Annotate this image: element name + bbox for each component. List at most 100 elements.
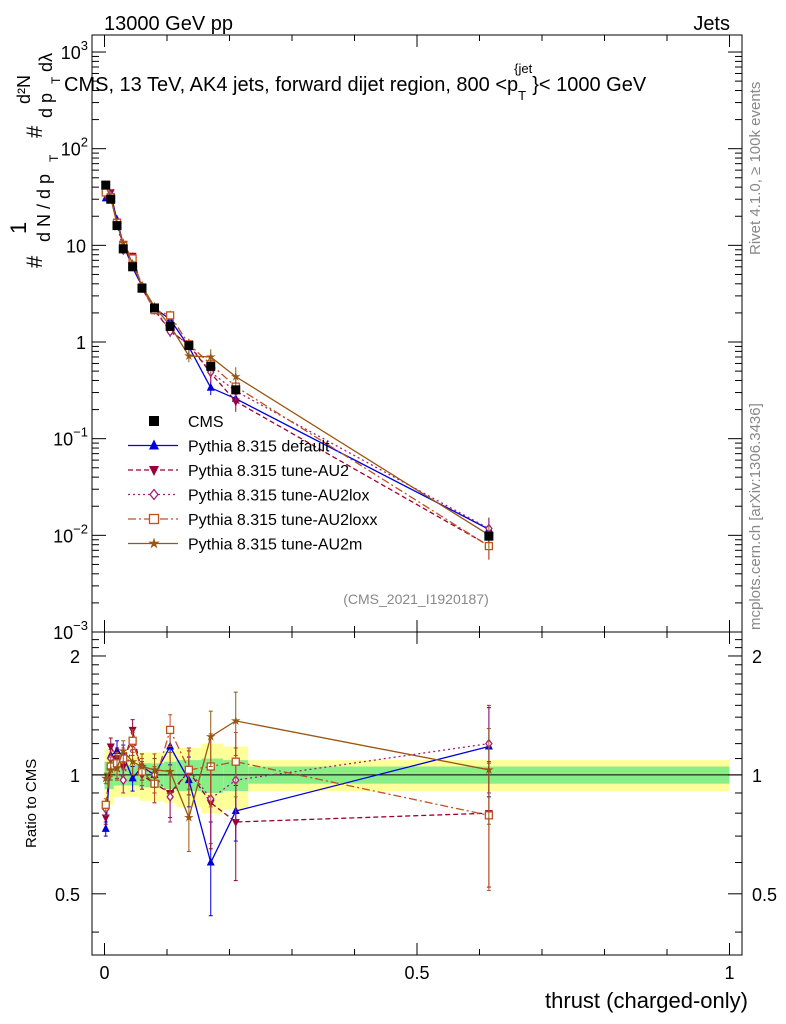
y-label-one: 1: [6, 222, 31, 234]
series-point-4: [231, 371, 241, 381]
ratio-y-tick-label-right: 0.5: [752, 885, 777, 905]
x-tick-label: 0.5: [404, 963, 429, 983]
y-label-tsub: T: [47, 154, 61, 162]
ratio-point-0: [101, 823, 110, 832]
ratio-point-3: [184, 765, 194, 774]
legend-label-2: Pythia 8.315 tune-AU2lox: [188, 488, 369, 505]
ratio-panel: 0 0.5 1 0.5 0.5 1 1 2 2: [55, 631, 777, 983]
legend-marker-data: [149, 416, 159, 426]
plot-title-end: }< 1000 GeV: [532, 74, 647, 96]
data-point: [184, 341, 194, 351]
ratio-point-1: [101, 814, 110, 823]
main-panel: 10−3 10−2 10−1 1 10 102 103: [53, 34, 743, 643]
ratio-point-4: [149, 764, 160, 774]
ratio-y-tick-label-right: 2: [752, 647, 762, 667]
ratio-point-4: [106, 764, 116, 774]
ratio-point-4: [484, 764, 494, 774]
ratio-y-tick-label-right: 1: [752, 766, 762, 786]
y-label-dl: dλ: [36, 53, 56, 72]
data-point: [118, 244, 128, 254]
data-point: [150, 303, 159, 313]
ratio-point-4: [165, 766, 175, 776]
series-point-4: [184, 350, 194, 360]
ratio-line-2: [105, 741, 489, 810]
series-point-4: [206, 352, 216, 361]
y-tick-label: 10−2: [53, 521, 88, 546]
ratio-y-tick-label: 1: [70, 766, 80, 786]
data-point: [128, 262, 138, 272]
legend-label-3: Pythia 8.315 tune-AU2loxx: [188, 512, 377, 529]
ratio-point-0: [206, 857, 215, 866]
analysis-watermark: (CMS_2021_I1920187): [343, 591, 489, 607]
y-axis-label: # 1 d N / d p T # d²N d p T dλ: [6, 53, 63, 268]
plot-title-sub: T: [518, 88, 526, 103]
data-point: [206, 361, 216, 371]
series-point-1: [231, 398, 240, 407]
legend-label-4: Pythia 8.315 tune-AU2m: [188, 537, 362, 554]
y-tick-label: 10: [66, 236, 86, 256]
y-label-d2n: d²N: [14, 75, 34, 104]
data-point: [106, 194, 116, 204]
legend-marker-4: [148, 537, 160, 549]
data-point: [137, 283, 147, 293]
plot-title-main: CMS, 13 TeV, AK4 jets, forward dijet reg…: [64, 74, 518, 96]
y-tick-label: 10−1: [53, 425, 88, 450]
y-label-tsub2: T: [49, 76, 63, 84]
y-label-hash: #: [22, 255, 47, 268]
ratio-point-4: [206, 731, 216, 741]
y-label-hash2: #: [22, 125, 47, 138]
header-left: 13000 GeV pp: [104, 13, 233, 35]
y-label-dn: d N / d p: [34, 174, 54, 242]
legend-marker-3: [148, 513, 160, 525]
legend-label-data: CMS: [188, 414, 224, 431]
series-line-4: [105, 185, 490, 536]
plot-title-sup: {jet: [514, 61, 532, 76]
x-axis-label: thrust (charged-only): [545, 988, 748, 1013]
rivet-label: Rivet 4.1.0, ≥ 100k events: [747, 82, 764, 255]
data-point: [484, 531, 494, 541]
y-label-dpdl: d p: [36, 93, 56, 118]
x-tick-label: 0: [99, 963, 109, 983]
ratio-point-1: [106, 743, 115, 752]
ratio-point-0: [128, 773, 137, 782]
legend-marker-0: [149, 439, 159, 450]
x-tick-label: 1: [724, 963, 734, 983]
plot-title: CMS, 13 TeV, AK4 jets, forward dijet reg…: [64, 61, 647, 103]
y-tick-label: 103: [61, 38, 88, 63]
ratio-y-tick-label: 2: [70, 647, 80, 667]
ratio-point-4: [112, 763, 122, 773]
ratio-point-2: [119, 775, 128, 786]
ratio-point-4: [118, 745, 128, 755]
ratio-point-4: [127, 756, 138, 766]
ratio-point-4: [101, 773, 111, 783]
ratio-point-1: [231, 818, 240, 827]
series-point-4: [118, 238, 128, 247]
ratio-y-label: Ratio to CMS: [23, 759, 40, 848]
ratio-point-4: [184, 812, 194, 822]
legend-marker-1: [149, 466, 159, 476]
ratio-point-2: [166, 791, 174, 802]
legend: CMS Pythia 8.315 default Pythia 8.315 tune…: [128, 414, 377, 554]
ratio-point-4: [137, 761, 147, 771]
series-point-3: [165, 311, 175, 320]
legend-label-0: Pythia 8.315 default: [188, 439, 330, 456]
ratio-point-3: [101, 800, 110, 809]
data-point: [165, 321, 175, 331]
y-tick-label: 102: [61, 135, 88, 160]
y-tick-label: 1: [76, 333, 86, 353]
data-point: [112, 221, 122, 231]
ratio-point-3: [128, 736, 137, 745]
data-point: [101, 180, 111, 190]
header-right: Jets: [693, 13, 730, 35]
ratio-point-4: [231, 715, 241, 725]
legend-marker-2: [149, 488, 159, 501]
mcplots-label: mcplots.cern.ch [arXiv:1306.3436]: [747, 403, 764, 630]
series-point-0: [206, 382, 215, 391]
ratio-y-tick-label: 0.5: [55, 885, 80, 905]
ratio-point-3: [231, 757, 240, 766]
data-point: [231, 385, 241, 395]
legend-label-1: Pythia 8.315 tune-AU2: [188, 463, 349, 480]
y-tick-label: 10−3: [53, 618, 88, 643]
ratio-point-3: [165, 725, 175, 735]
